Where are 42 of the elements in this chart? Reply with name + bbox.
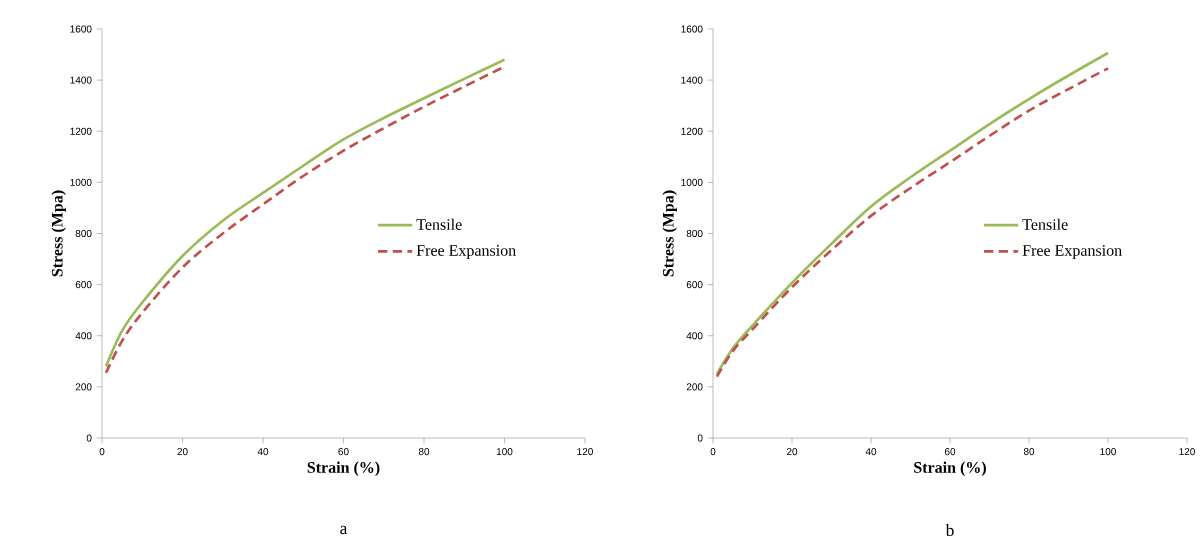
x-tick-label: 80: [418, 448, 430, 456]
y-tick-label: 1400: [681, 76, 703, 84]
y-axis-title: Stress (Mpa): [51, 190, 66, 277]
y-axis-title: Stress (Mpa): [662, 190, 677, 277]
x-axis-title: Strain (%): [307, 461, 380, 477]
x-tick-label: 20: [177, 448, 188, 456]
x-tick-label: 20: [786, 448, 798, 456]
y-tick-label: 1000: [70, 178, 92, 186]
y-tick-label: 800: [686, 229, 703, 238]
text: a: [340, 525, 348, 535]
x-tick-label: 100: [1100, 448, 1116, 456]
legend-label: Free Expansion: [416, 245, 516, 260]
legend-label: Free Expansion: [1022, 245, 1122, 260]
text: b: [945, 523, 954, 537]
y-tick-label: 1200: [70, 127, 92, 135]
legend-label: Tensile: [416, 218, 462, 230]
x-tick-label: 0: [710, 448, 716, 456]
y-tick-label: 400: [686, 332, 703, 340]
x-tick-label: 0: [99, 448, 105, 456]
x-tick-label: 60: [944, 448, 956, 456]
x-tick-label: 60: [338, 448, 349, 456]
y-tick-label: 600: [75, 281, 92, 289]
y-tick-label: 600: [686, 281, 703, 289]
y-tick-label: 200: [75, 383, 92, 391]
y-tick-label: 1200: [681, 127, 703, 135]
x-tick-label: 80: [1023, 448, 1035, 456]
y-tick-label: 1600: [70, 25, 92, 33]
y-tick-label: 800: [75, 229, 92, 238]
y-tick-label: 1000: [681, 178, 703, 186]
x-tick-label: 120: [1179, 448, 1195, 456]
legend-label: Tensile: [1022, 218, 1068, 230]
y-tick-label: 0: [697, 434, 703, 442]
x-tick-label: 120: [577, 448, 593, 456]
y-tick-label: 200: [686, 383, 703, 391]
y-tick-label: 0: [86, 434, 92, 442]
y-tick-label: 1600: [681, 25, 703, 33]
x-tick-label: 40: [865, 448, 877, 456]
x-tick-label: 100: [496, 448, 513, 456]
x-tick-label: 40: [257, 448, 269, 456]
y-tick-label: 1400: [70, 76, 92, 84]
x-axis-title: Strain (%): [914, 461, 986, 477]
y-tick-label: 400: [75, 332, 92, 340]
